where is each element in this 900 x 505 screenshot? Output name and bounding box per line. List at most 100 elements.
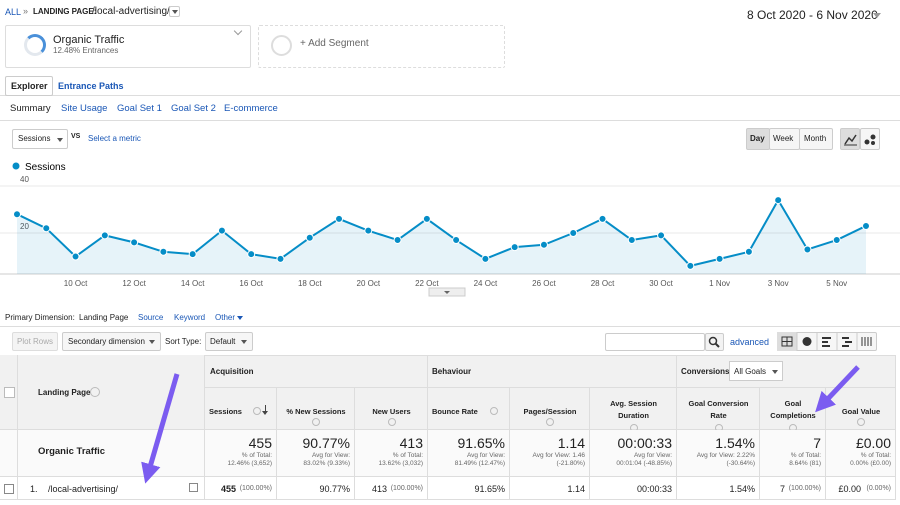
granularity: Month bbox=[804, 134, 827, 143]
add-segment-card[interactable] bbox=[258, 25, 505, 68]
chart-toggle-icons bbox=[844, 134, 876, 146]
dimension-caret bbox=[237, 316, 243, 320]
group-cell bbox=[205, 355, 428, 388]
granularity-button[interactable] bbox=[799, 128, 833, 150]
point bbox=[159, 247, 168, 256]
breadcrumb-all[interactable]: ALL bbox=[5, 7, 22, 17]
column-header: Landing Page bbox=[38, 388, 91, 397]
table-cell bbox=[428, 430, 510, 477]
point bbox=[393, 236, 402, 245]
column-header: Goal Value bbox=[841, 407, 881, 416]
column-header: Goal Conversion Rate bbox=[688, 399, 749, 420]
search-input[interactable] bbox=[605, 333, 705, 351]
caret bbox=[772, 370, 778, 374]
date-caret bbox=[873, 13, 881, 18]
row-share: (100.00%) bbox=[788, 485, 821, 492]
table-cell bbox=[677, 388, 760, 430]
secondary-dimension: Secondary dimension bbox=[68, 337, 145, 346]
total-value: 00:00:33 bbox=[617, 435, 673, 451]
row-value: £0.00 bbox=[838, 484, 861, 494]
total-label: Organic Traffic bbox=[38, 446, 106, 457]
sort-arrow-head bbox=[262, 411, 268, 415]
total-sub: 13.62% (3,032) bbox=[378, 460, 423, 467]
total-sub: Avg for View: bbox=[466, 452, 505, 459]
point bbox=[569, 229, 578, 237]
point bbox=[305, 233, 314, 242]
line bbox=[16, 198, 867, 268]
tab[interactable]: Explorer bbox=[11, 81, 48, 91]
data-table: Acquisition Behaviour Conversions All Goals… bbox=[0, 355, 900, 505]
help-icon bbox=[857, 418, 865, 426]
total-sub: 83.02% (9.33%) bbox=[303, 460, 350, 467]
plot-rows: Plot Rows bbox=[17, 337, 54, 346]
total-value: 1.54% bbox=[715, 435, 755, 451]
subtab-line bbox=[0, 120, 900, 121]
point bbox=[188, 250, 197, 259]
table-cell bbox=[677, 477, 760, 500]
point bbox=[276, 254, 285, 263]
add-segment-icon bbox=[271, 35, 292, 56]
total-sub: Avg for View: 2.22% bbox=[696, 452, 755, 459]
dimension-option[interactable]: Keyword bbox=[174, 313, 206, 322]
goals-select[interactable] bbox=[729, 361, 783, 381]
subtab[interactable]: Goal Set 1 bbox=[117, 103, 162, 114]
point bbox=[627, 236, 636, 245]
group-label: Behaviour bbox=[432, 367, 472, 376]
row-checkbox[interactable] bbox=[4, 484, 14, 494]
point bbox=[422, 214, 431, 223]
tab-active[interactable] bbox=[5, 76, 53, 96]
breadcrumb-page: /local-advertising/ bbox=[92, 6, 170, 17]
subtab[interactable]: Site Usage bbox=[61, 103, 108, 114]
breadcrumb-dropdown[interactable] bbox=[169, 6, 180, 17]
header-checkbox bbox=[4, 387, 15, 398]
point bbox=[657, 231, 666, 240]
group-label: Acquisition bbox=[210, 367, 254, 376]
date-range[interactable]: 8 Oct 2020 - 6 Nov 2020 bbox=[747, 8, 878, 22]
add-segment[interactable]: + Add Segment bbox=[300, 38, 369, 49]
plot-rows-button[interactable] bbox=[12, 332, 58, 351]
total-sub: 12.46% (3,652) bbox=[227, 460, 272, 467]
row-value: 1.14 bbox=[567, 484, 585, 494]
granularity: Day bbox=[750, 134, 765, 143]
secondary-dimension-select[interactable] bbox=[62, 332, 161, 351]
dimension-option[interactable]: Other bbox=[215, 313, 236, 322]
total-value: 91.65% bbox=[457, 435, 505, 451]
sort-select[interactable] bbox=[205, 332, 253, 351]
search-icon bbox=[708, 336, 720, 348]
total-sub: % of Total: bbox=[860, 452, 891, 459]
table-cell bbox=[355, 477, 428, 500]
point bbox=[335, 214, 344, 223]
x-tick-label: 24 Oct bbox=[474, 279, 498, 288]
open-link-icon bbox=[189, 483, 198, 492]
table-cell bbox=[590, 477, 677, 500]
column-header: New Users bbox=[372, 407, 411, 416]
row-share: (0.00%) bbox=[866, 485, 891, 492]
select-metric[interactable]: Select a metric bbox=[88, 134, 141, 143]
segment-name: Organic Traffic bbox=[53, 34, 125, 46]
table-cell bbox=[677, 430, 760, 477]
row-page[interactable]: /local-advertising/ bbox=[48, 484, 119, 494]
tab[interactable]: Entrance Paths bbox=[58, 81, 124, 91]
advanced-link[interactable]: advanced bbox=[730, 337, 770, 347]
subtab[interactable]: Summary bbox=[10, 103, 51, 114]
dimension-line bbox=[0, 326, 900, 327]
point bbox=[744, 247, 753, 256]
point bbox=[862, 221, 870, 230]
segment-card[interactable] bbox=[5, 25, 251, 68]
metric-select[interactable] bbox=[12, 129, 68, 149]
help-icon bbox=[90, 387, 100, 397]
subtab[interactable]: E-commerce bbox=[224, 103, 278, 114]
table-cell bbox=[510, 477, 590, 500]
total-value: £0.00 bbox=[855, 435, 891, 451]
dimension-option[interactable]: Source bbox=[138, 313, 164, 322]
row-value: 90.77% bbox=[319, 484, 350, 494]
breadcrumb-label: LANDING PAGE: bbox=[33, 7, 97, 16]
motion-chart-toggle[interactable] bbox=[860, 128, 880, 150]
subtab[interactable]: Goal Set 2 bbox=[171, 103, 216, 114]
x-tick-label: 22 Oct bbox=[415, 279, 439, 288]
x-tick-label: 12 Oct bbox=[122, 279, 146, 288]
segment-detail: 12.48% Entrances bbox=[53, 46, 119, 55]
row-value: 7 bbox=[779, 484, 785, 494]
dimension-option-active[interactable]: Landing Page bbox=[79, 313, 129, 322]
total-sub: % of Total: bbox=[790, 452, 821, 459]
